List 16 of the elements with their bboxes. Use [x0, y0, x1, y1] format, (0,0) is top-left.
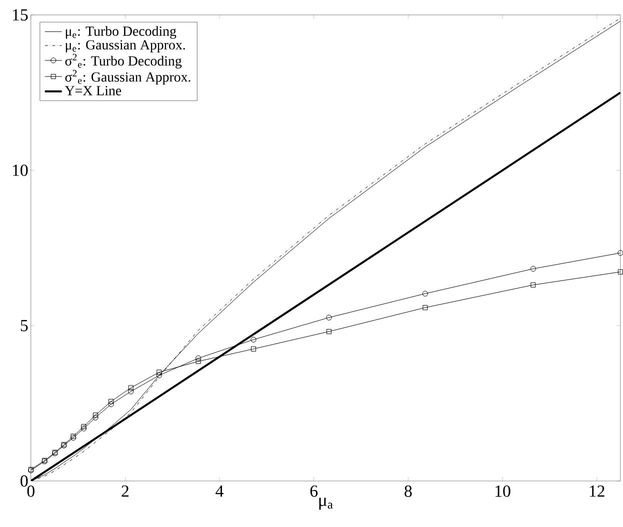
- x-tick-label: 6: [310, 486, 318, 497]
- legend-label: Y=X Line: [64, 86, 122, 96]
- y-tick-label: 5: [20, 320, 28, 332]
- y-tick-label: 15: [12, 9, 28, 21]
- legend-label: μ$_{e}$: Turbo Decoding: [66, 26, 176, 39]
- x-tick-label: 12: [590, 486, 604, 497]
- x-tick-label: 4: [216, 486, 224, 497]
- legend-label: μ$_{e}$: Gaussian Approx.: [66, 40, 185, 52]
- y-tick-label: 0: [20, 475, 28, 487]
- legend-label: σ$^{2}$$_{e}$: Gaussian Approx.: [65, 70, 190, 85]
- legend-label: σ$^{2}$$_{e}$: Turbo Decoding: [65, 54, 182, 69]
- x-tick-label: 2: [122, 486, 128, 497]
- x-tick-label: 10: [496, 486, 510, 497]
- x-tick-label: 8: [404, 486, 412, 497]
- y-tick-label: 10: [12, 164, 28, 176]
- x-axis-title: μ$_{a}$: [319, 498, 333, 510]
